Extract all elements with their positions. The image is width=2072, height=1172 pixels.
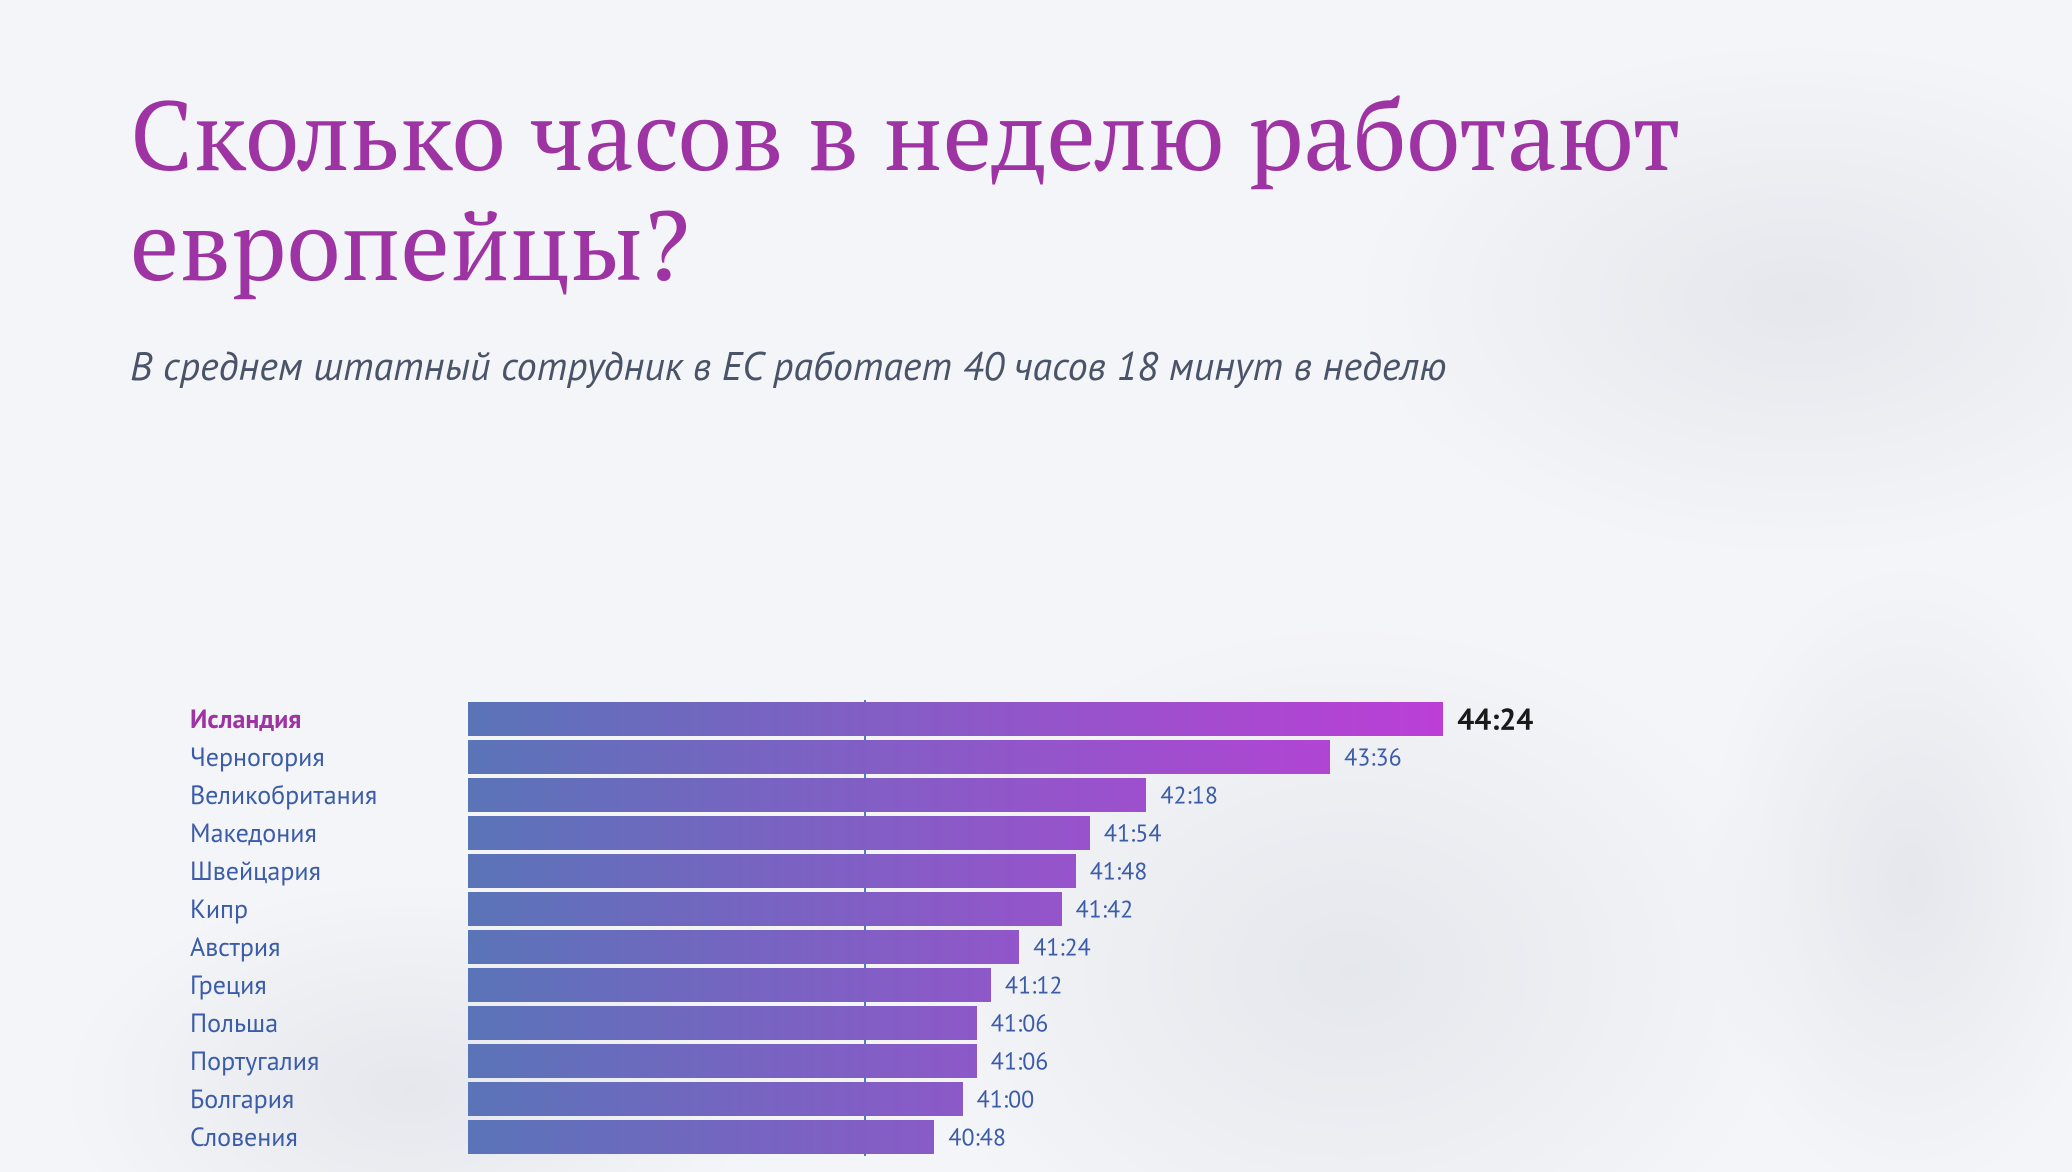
bar-value-label: 40:48 <box>948 1122 1006 1153</box>
bar <box>468 1006 977 1040</box>
bar-track: 41:06 <box>468 1004 1528 1042</box>
bar-track: 40:48 <box>468 1118 1528 1156</box>
country-label: Исландия <box>190 703 468 736</box>
country-label: Болгария <box>190 1083 468 1116</box>
bar-value-label: 41:06 <box>991 1008 1049 1039</box>
bar-track: 41:12 <box>468 966 1528 1004</box>
bar-value-label: 41:24 <box>1033 932 1091 963</box>
page-title: Сколько часов в неделю работают европейц… <box>130 80 1992 300</box>
bar-track: 41:06 <box>468 1042 1528 1080</box>
bar-track: 41:48 <box>468 852 1528 890</box>
bar-value-label: 41:00 <box>977 1084 1035 1115</box>
content-container: Сколько часов в неделю работают европейц… <box>130 80 1992 392</box>
bar-track: 41:54 <box>468 814 1528 852</box>
bar <box>468 816 1090 850</box>
bar-track: 41:00 <box>468 1080 1528 1118</box>
bar-value-label: 41:42 <box>1076 894 1134 925</box>
country-label: Португалия <box>190 1045 468 1078</box>
bar-value-label: 41:48 <box>1090 856 1148 887</box>
bar-row: Черногория 43:36 <box>190 738 1828 776</box>
bar-row: Словения 40:48 <box>190 1118 1828 1156</box>
bar <box>468 854 1076 888</box>
bar-track: 44:24 <box>468 700 1528 738</box>
bar-value-label: 41:12 <box>1005 970 1063 1001</box>
bar <box>468 702 1443 736</box>
bar <box>468 930 1019 964</box>
bar-track: 41:24 <box>468 928 1528 966</box>
country-label: Черногория <box>190 741 468 774</box>
page-subtitle: В среднем штатный сотрудник в ЕС работае… <box>130 340 1992 392</box>
country-label: Кипр <box>190 893 468 926</box>
country-label: Австрия <box>190 931 468 964</box>
bar-track: 41:42 <box>468 890 1528 928</box>
country-label: Швейцария <box>190 855 468 888</box>
bar-row: Польша 41:06 <box>190 1004 1828 1042</box>
country-label: Словения <box>190 1121 468 1154</box>
bar <box>468 740 1330 774</box>
bar-row: Австрия 41:24 <box>190 928 1828 966</box>
bar-row: Болгария 41:00 <box>190 1080 1828 1118</box>
bar <box>468 1120 934 1154</box>
bar <box>468 778 1146 812</box>
bar-row: Македония 41:54 <box>190 814 1828 852</box>
bar-row: Швейцария 41:48 <box>190 852 1828 890</box>
bar-track: 42:18 <box>468 776 1528 814</box>
bar <box>468 1044 977 1078</box>
bar-value-label: 41:06 <box>991 1046 1049 1077</box>
bar-row: Кипр 41:42 <box>190 890 1828 928</box>
bar <box>468 892 1062 926</box>
bar <box>468 968 991 1002</box>
bar <box>468 1082 963 1116</box>
bar-row: Португалия 41:06 <box>190 1042 1828 1080</box>
bar-track: 43:36 <box>468 738 1528 776</box>
country-label: Великобритания <box>190 779 468 812</box>
bar-value-label: 41:54 <box>1104 818 1162 849</box>
country-label: Греция <box>190 969 468 1002</box>
bar-value-label: 42:18 <box>1160 780 1218 811</box>
bar-row: Греция 41:12 <box>190 966 1828 1004</box>
work-hours-bar-chart: Исландия44:24Черногория43:36Великобритан… <box>190 700 1828 1156</box>
country-label: Польша <box>190 1007 468 1040</box>
country-label: Македония <box>190 817 468 850</box>
bar-row: Великобритания 42:18 <box>190 776 1828 814</box>
bar-value-label: 43:36 <box>1344 742 1402 773</box>
bar-row: Исландия44:24 <box>190 700 1828 738</box>
bar-value-label: 44:24 <box>1457 700 1533 739</box>
